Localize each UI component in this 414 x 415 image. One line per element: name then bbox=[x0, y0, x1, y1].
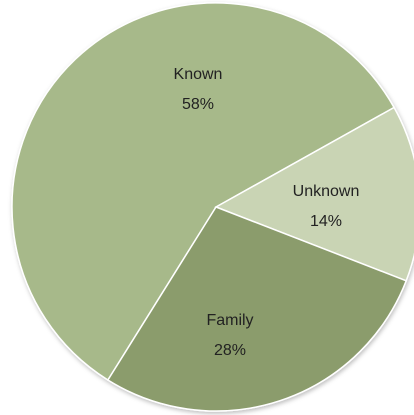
pie-slice bbox=[106, 206, 408, 412]
slice-value-label: 58% bbox=[182, 96, 214, 113]
slice-value-label: 14% bbox=[310, 213, 342, 230]
slice-label: Family bbox=[206, 312, 253, 329]
pie bbox=[11, 2, 414, 412]
slice-label: Unknown bbox=[293, 183, 360, 200]
slice-label: Known bbox=[174, 66, 223, 83]
pie-slice bbox=[214, 106, 414, 282]
pie-slice bbox=[11, 2, 396, 382]
slice-value-label: 28% bbox=[214, 342, 246, 359]
